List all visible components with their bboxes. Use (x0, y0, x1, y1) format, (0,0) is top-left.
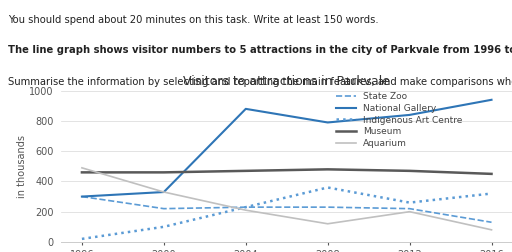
Line: State Zoo: State Zoo (82, 197, 492, 222)
Museum (243, 169, 249, 172)
State Zoo (325, 206, 331, 209)
State Zoo (488, 221, 495, 224)
National Gallery (407, 113, 413, 116)
Museum (161, 171, 167, 174)
Museum (79, 171, 85, 174)
National Gallery (325, 121, 331, 124)
National Gallery (79, 195, 85, 198)
State Zoo (407, 207, 413, 210)
Indigenous Art Centre (488, 192, 495, 195)
Line: Museum: Museum (82, 169, 492, 174)
Indigenous Art Centre (79, 237, 85, 240)
Museum (325, 168, 331, 171)
Line: Aquarium: Aquarium (82, 168, 492, 230)
State Zoo (79, 195, 85, 198)
National Gallery (161, 191, 167, 194)
Indigenous Art Centre (161, 225, 167, 228)
Aquarium (488, 228, 495, 231)
Aquarium (161, 191, 167, 194)
State Zoo (161, 207, 167, 210)
Text: The line graph shows visitor numbers to 5 attractions in the city of Parkvale fr: The line graph shows visitor numbers to … (8, 45, 512, 55)
Indigenous Art Centre (243, 206, 249, 209)
Aquarium (243, 209, 249, 212)
Line: National Gallery: National Gallery (82, 100, 492, 197)
Line: Indigenous Art Centre: Indigenous Art Centre (82, 187, 492, 239)
Museum (488, 172, 495, 175)
Title: Visitors to attractions in Parkvale: Visitors to attractions in Parkvale (183, 75, 390, 88)
National Gallery (243, 107, 249, 110)
Aquarium (407, 210, 413, 213)
Aquarium (325, 222, 331, 225)
Text: You should spend about 20 minutes on this task. Write at least 150 words.: You should spend about 20 minutes on thi… (8, 15, 378, 25)
Indigenous Art Centre (325, 186, 331, 189)
Aquarium (79, 166, 85, 169)
Y-axis label: in thousands: in thousands (16, 135, 27, 198)
Indigenous Art Centre (407, 201, 413, 204)
Museum (407, 169, 413, 172)
Text: Summarise the information by selecting and reporting the main features, and make: Summarise the information by selecting a… (8, 77, 512, 87)
State Zoo (243, 206, 249, 209)
National Gallery (488, 98, 495, 101)
Legend: State Zoo, National Gallery, Indigenous Art Centre, Museum, Aquarium: State Zoo, National Gallery, Indigenous … (336, 92, 463, 148)
